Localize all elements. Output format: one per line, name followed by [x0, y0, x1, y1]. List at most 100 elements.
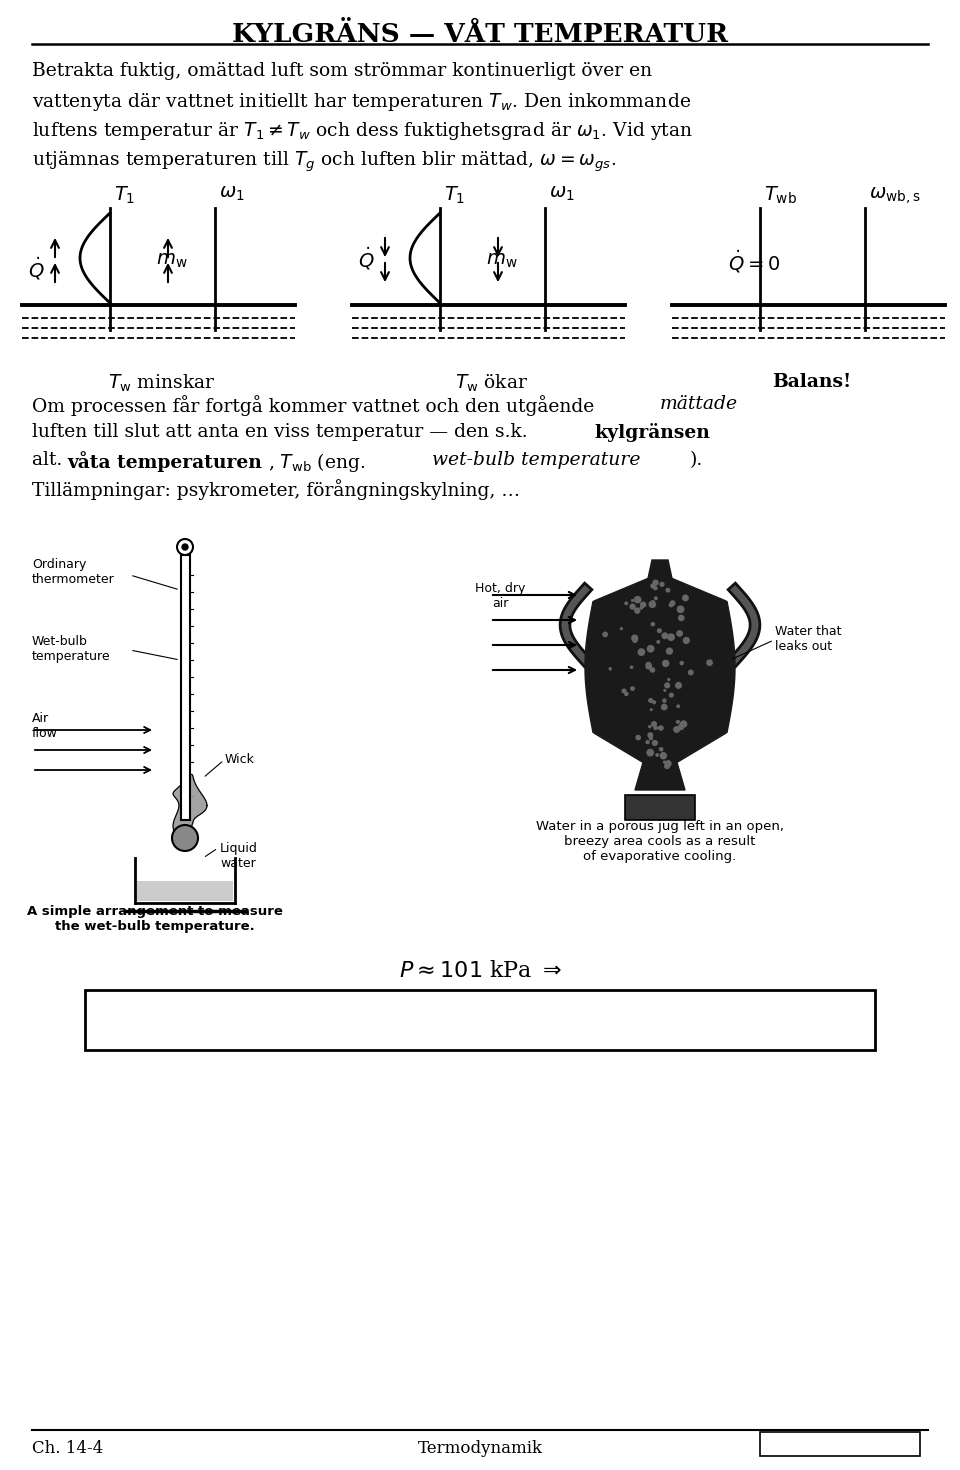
- Text: Termodynamik: Termodynamik: [418, 1441, 542, 1457]
- Text: $T_{\mathrm{w}}$ ökar: $T_{\mathrm{w}}$ ökar: [455, 373, 529, 394]
- Circle shape: [675, 682, 682, 689]
- Circle shape: [663, 689, 666, 692]
- Circle shape: [660, 582, 664, 587]
- Text: Ch. 14-4: Ch. 14-4: [32, 1441, 104, 1457]
- Circle shape: [631, 598, 635, 603]
- Circle shape: [659, 747, 663, 751]
- Text: Hot, dry
air: Hot, dry air: [475, 582, 525, 610]
- Circle shape: [177, 539, 193, 556]
- Circle shape: [651, 722, 657, 728]
- Circle shape: [662, 760, 666, 764]
- Circle shape: [660, 704, 667, 710]
- Circle shape: [657, 639, 660, 644]
- Circle shape: [650, 709, 653, 711]
- Circle shape: [647, 645, 655, 653]
- Circle shape: [653, 579, 659, 587]
- Circle shape: [658, 726, 660, 729]
- Circle shape: [664, 763, 670, 769]
- Circle shape: [666, 647, 673, 654]
- Text: $T_{\mathrm{wb}} \simeq$ adiabatisk mättnadstemperatur: $T_{\mathrm{wb}} \simeq$ adiabatisk mätt…: [252, 1010, 708, 1036]
- Text: Liquid
water: Liquid water: [220, 842, 258, 870]
- Circle shape: [669, 600, 676, 606]
- Circle shape: [678, 723, 684, 731]
- Circle shape: [680, 720, 687, 728]
- Circle shape: [678, 614, 684, 622]
- Circle shape: [172, 825, 198, 851]
- Circle shape: [651, 600, 655, 604]
- Circle shape: [659, 726, 662, 729]
- Text: $\omega_1$: $\omega_1$: [549, 185, 575, 203]
- Text: $\dot{Q}=0$: $\dot{Q}=0$: [728, 248, 780, 275]
- Circle shape: [649, 601, 657, 609]
- Text: $\dot{Q}$: $\dot{Q}$: [358, 245, 374, 272]
- Circle shape: [609, 667, 612, 670]
- Circle shape: [624, 691, 629, 697]
- Circle shape: [667, 678, 670, 681]
- Text: Water in a porous jug left in an open,
breezy area cools as a result
of evaporat: Water in a porous jug left in an open, b…: [536, 820, 784, 863]
- Text: KYLGRÄNS — VÅT TEMPERATUR: KYLGRÄNS — VÅT TEMPERATUR: [232, 22, 728, 47]
- Bar: [181, 556, 190, 820]
- Text: Water that
leaks out: Water that leaks out: [775, 625, 842, 653]
- Circle shape: [682, 594, 689, 601]
- Text: $T_{\mathrm{wb}}$: $T_{\mathrm{wb}}$: [764, 185, 797, 206]
- Circle shape: [669, 692, 674, 698]
- Text: Wick: Wick: [225, 753, 254, 766]
- Circle shape: [182, 544, 188, 550]
- Circle shape: [661, 632, 668, 639]
- Circle shape: [648, 725, 652, 729]
- Text: Ordinary
thermometer: Ordinary thermometer: [32, 559, 115, 587]
- Circle shape: [664, 682, 670, 688]
- Circle shape: [645, 662, 652, 667]
- Text: luften till slut att anta en viss temperatur — den s.k.: luften till slut att anta en viss temper…: [32, 423, 534, 441]
- Circle shape: [654, 587, 658, 591]
- Text: Betrakta fuktig, omättad luft som strömmar kontinuerligt över en: Betrakta fuktig, omättad luft som strömm…: [32, 62, 652, 79]
- Text: A simple arrangement to measure
the wet-bulb temperature.: A simple arrangement to measure the wet-…: [27, 906, 283, 933]
- Circle shape: [634, 595, 641, 604]
- Circle shape: [683, 637, 690, 644]
- Text: mättade: mättade: [660, 395, 738, 413]
- Circle shape: [636, 735, 641, 741]
- Circle shape: [677, 606, 684, 613]
- Circle shape: [652, 739, 658, 747]
- Text: C. Norberg, LTH: C. Norberg, LTH: [781, 1436, 899, 1449]
- Circle shape: [665, 588, 670, 592]
- Polygon shape: [585, 560, 735, 789]
- Circle shape: [652, 700, 657, 704]
- Circle shape: [673, 726, 680, 734]
- Circle shape: [631, 635, 638, 642]
- Circle shape: [651, 622, 655, 626]
- Circle shape: [669, 603, 674, 607]
- Text: $T_1$: $T_1$: [444, 185, 466, 206]
- Text: $\dot{Q}$: $\dot{Q}$: [28, 254, 44, 282]
- Text: luftens temperatur är $T_1 \neq T_w$ och dess fuktighetsgrad är $\omega_1$. Vid : luftens temperatur är $T_1 \neq T_w$ och…: [32, 121, 693, 143]
- Circle shape: [662, 698, 666, 703]
- Bar: [137, 881, 233, 901]
- Circle shape: [667, 634, 675, 641]
- Text: kylgränsen: kylgränsen: [594, 423, 709, 442]
- Circle shape: [624, 601, 628, 606]
- Text: $T_{\mathrm{w}}$ minskar: $T_{\mathrm{w}}$ minskar: [108, 373, 216, 394]
- Text: ).: ).: [690, 451, 704, 469]
- Text: $\omega_{\mathrm{wb,s}}$: $\omega_{\mathrm{wb,s}}$: [869, 185, 921, 206]
- Circle shape: [630, 666, 634, 669]
- Text: Wet-bulb
temperature: Wet-bulb temperature: [32, 635, 110, 663]
- Circle shape: [621, 688, 627, 694]
- Circle shape: [633, 638, 637, 642]
- Text: $P \approx 101$ kPa $\Rightarrow$: $P \approx 101$ kPa $\Rightarrow$: [398, 960, 562, 982]
- Circle shape: [676, 720, 680, 725]
- Circle shape: [630, 604, 636, 610]
- Circle shape: [646, 748, 654, 757]
- Circle shape: [620, 628, 623, 631]
- Text: $T_1$: $T_1$: [114, 185, 135, 206]
- Circle shape: [654, 597, 658, 600]
- Circle shape: [645, 663, 652, 670]
- Circle shape: [637, 648, 645, 656]
- Text: , $T_{\mathrm{wb}}$ (eng.: , $T_{\mathrm{wb}}$ (eng.: [268, 451, 368, 473]
- Text: $\dot{m}_{\mathrm{w}}$: $\dot{m}_{\mathrm{w}}$: [156, 245, 188, 270]
- Circle shape: [707, 660, 713, 666]
- Text: vattenyta där vattnet initiellt har temperaturen $T_w$. Den inkommande: vattenyta där vattnet initiellt har temp…: [32, 91, 691, 113]
- Circle shape: [654, 726, 658, 731]
- Bar: [625, 795, 695, 820]
- Circle shape: [657, 628, 661, 634]
- Circle shape: [630, 686, 635, 691]
